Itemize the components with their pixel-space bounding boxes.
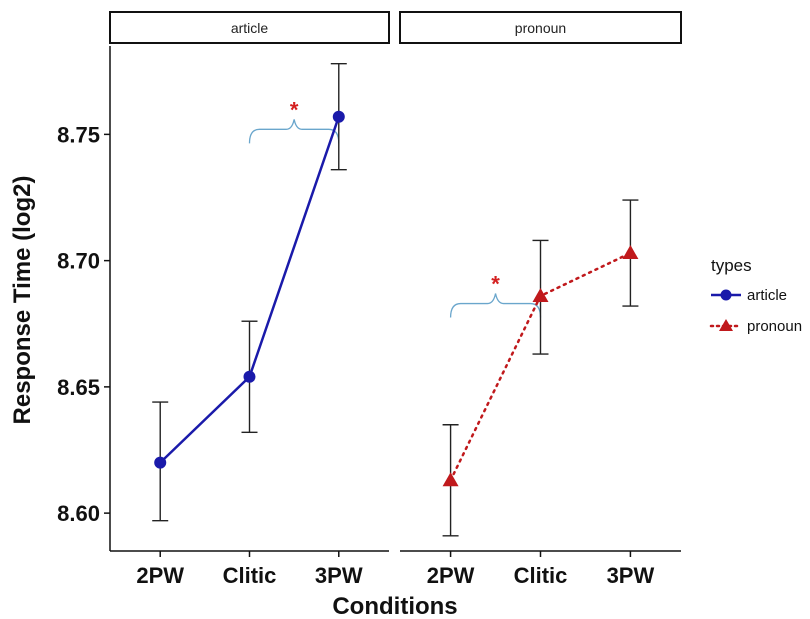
data-point-article bbox=[243, 370, 256, 383]
x-tick-label: Clitic bbox=[514, 563, 568, 588]
x-tick-label: Clitic bbox=[223, 563, 277, 588]
x-tick-label: 2PW bbox=[427, 563, 475, 588]
strip-article: article bbox=[109, 11, 390, 44]
significance-bracket bbox=[449, 293, 542, 318]
data-point-article bbox=[154, 456, 167, 469]
strip-label-pronoun: pronoun bbox=[515, 20, 566, 36]
series-article bbox=[152, 62, 347, 522]
legend-entry-pronoun: pronoun bbox=[709, 318, 802, 335]
x-axis-title: Conditions bbox=[332, 593, 457, 619]
strip-pronoun: pronoun bbox=[399, 11, 682, 44]
y-tick-label: 8.75 bbox=[57, 122, 100, 147]
legend-entry-article: article bbox=[711, 287, 787, 304]
data-point-pronoun bbox=[442, 472, 459, 487]
data-point-pronoun bbox=[532, 287, 549, 302]
x-tick-label: 2PW bbox=[136, 563, 184, 588]
y-tick-label: 8.65 bbox=[57, 375, 100, 400]
y-axis-ticks: 8.60 8.65 8.70 8.75 bbox=[57, 122, 110, 526]
y-tick-label: 8.60 bbox=[57, 501, 100, 526]
x-tick-label: 3PW bbox=[607, 563, 655, 588]
data-point-article bbox=[332, 110, 345, 123]
x-axis-ticks: 2PW Clitic 3PW 2PW Clitic 3PW bbox=[136, 551, 654, 588]
significance-annotations: ** bbox=[248, 97, 542, 318]
series-layer bbox=[152, 62, 639, 537]
legend: types article pronoun bbox=[709, 256, 802, 335]
y-axis-title: Response Time (log2) bbox=[9, 176, 36, 425]
strip-label-article: article bbox=[231, 20, 269, 36]
legend-title: types bbox=[711, 256, 752, 275]
y-tick-label: 8.70 bbox=[57, 249, 100, 274]
significance-bracket bbox=[248, 119, 340, 144]
legend-label-article: article bbox=[747, 287, 787, 304]
significance-star: * bbox=[491, 272, 500, 297]
legend-label-pronoun: pronoun bbox=[747, 318, 802, 335]
data-point-pronoun bbox=[622, 245, 639, 260]
series-pronoun bbox=[442, 199, 639, 537]
x-tick-label: 3PW bbox=[315, 563, 363, 588]
significance-star: * bbox=[290, 97, 299, 122]
